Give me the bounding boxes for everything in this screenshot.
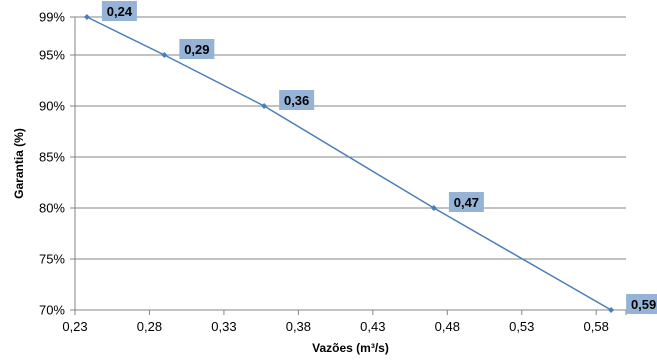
x-tick-label: 0,28 (137, 319, 162, 334)
data-label-text: 0,47 (454, 195, 479, 210)
data-label: 0,59 (626, 294, 657, 314)
data-label-text: 0,29 (184, 42, 209, 57)
axes (74, 17, 626, 311)
x-tick-label: 0,33 (211, 319, 236, 334)
data-point-marker (161, 52, 168, 58)
data-label: 0,36 (279, 90, 315, 110)
x-axis-title: Vazões (m³/s) (312, 341, 389, 355)
y-tick-label: 85% (39, 150, 65, 165)
x-tick-label: 0,38 (286, 319, 311, 334)
data-point-marker (608, 307, 615, 313)
data-point-marker (261, 103, 268, 109)
series-polyline (86, 16, 612, 311)
y-axis-ticks: 70% 75% 80% 85% 90% 95% 99% (39, 10, 75, 318)
series-line (83, 14, 615, 313)
x-tick-label: 0,23 (62, 319, 87, 334)
data-point-marker (83, 14, 90, 20)
y-tick-label: 99% (39, 10, 65, 25)
y-tick-label: 90% (39, 99, 65, 114)
data-label-box (101, 1, 137, 21)
data-label-text: 0,36 (284, 93, 309, 108)
data-label: 0,47 (448, 192, 484, 212)
x-tick-label: 0,43 (360, 319, 385, 334)
data-point-marker (430, 205, 437, 211)
y-tick-label: 70% (39, 303, 65, 318)
y-tick-label: 80% (39, 201, 65, 216)
data-label-text: 0,59 (631, 297, 656, 312)
data-labels: 0,24 0,29 0,36 0,47 0,59 (101, 1, 657, 314)
data-label-box (626, 294, 657, 314)
data-label-text: 0,24 (107, 4, 133, 19)
data-label: 0,29 (179, 39, 215, 59)
y-tick-label: 75% (39, 252, 65, 267)
data-label: 0,24 (101, 1, 137, 21)
data-label-box (448, 192, 484, 212)
data-label-box (179, 39, 215, 59)
x-tick-label: 0,58 (584, 319, 609, 334)
y-axis-title: Garantia (%) (12, 128, 26, 199)
x-tick-label: 0,53 (509, 319, 534, 334)
x-tick-label: 0,48 (435, 319, 460, 334)
data-label-box (279, 90, 315, 110)
y-tick-label: 95% (39, 48, 65, 63)
gridlines (75, 16, 626, 260)
x-axis-ticks: 0,23 0,28 0,33 0,38 0,43 0,48 0,53 0,58 (62, 310, 627, 334)
